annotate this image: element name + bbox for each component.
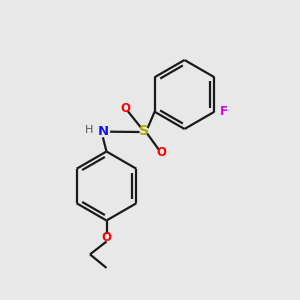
Text: O: O [156, 146, 167, 159]
Text: N: N [98, 125, 109, 139]
Text: O: O [101, 231, 112, 244]
Text: F: F [220, 105, 228, 118]
Text: S: S [139, 124, 149, 137]
Text: H: H [85, 125, 93, 136]
Text: O: O [120, 102, 130, 116]
